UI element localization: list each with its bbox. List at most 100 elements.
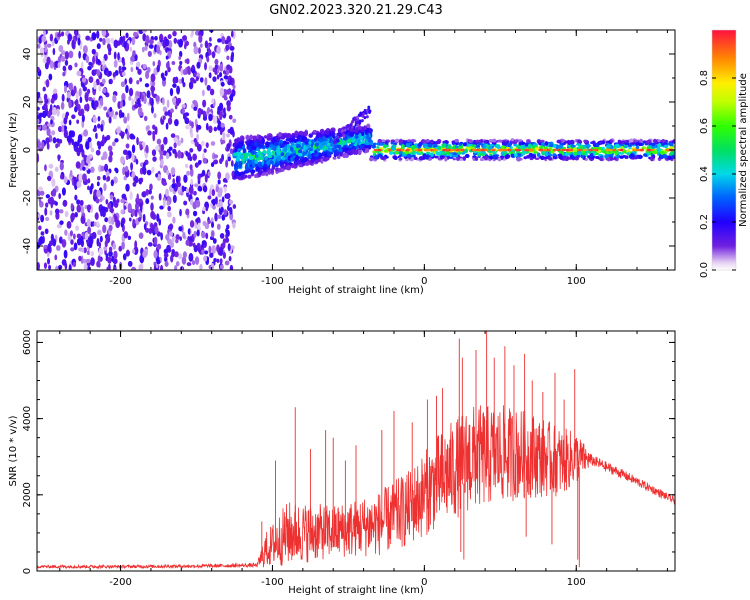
spectrogram-cell: [132, 181, 137, 187]
spectrogram-cell: [638, 155, 643, 159]
spectrogram-cell: [40, 231, 45, 236]
spectrogram-cell: [355, 127, 359, 133]
spectrogram-cell: [217, 171, 222, 180]
spectrogram-cell: [42, 124, 47, 131]
spectrogram-cell: [76, 233, 82, 239]
spectrogram-cell: [183, 200, 188, 206]
spectrogram-cell: [537, 141, 541, 144]
spectrogram-cell: [86, 218, 91, 227]
spectrogram-cell: [67, 33, 73, 42]
spectrogram-cell: [208, 245, 212, 254]
spectrogram-cell: [579, 145, 583, 150]
spectrogram-cell: [112, 141, 116, 147]
spectrogram-cell: [619, 143, 625, 148]
spectrogram-cell: [97, 123, 101, 129]
spectrogram-cell: [113, 213, 117, 220]
spectrogram-cell: [202, 110, 207, 119]
colorbar-label: Normalized spectral amplitude: [738, 73, 749, 227]
spectrogram-cell: [205, 122, 209, 131]
spectrogram-cell: [110, 206, 114, 214]
spectrogram-cell: [127, 202, 132, 212]
spectrogram-cell: [228, 114, 233, 120]
spectrogram-cell: [369, 141, 373, 145]
spectrogram-cell: [351, 148, 356, 155]
spectrogram-cell: [132, 218, 136, 226]
spectrogram-cell: [354, 149, 359, 155]
spectrogram-cell: [670, 151, 674, 156]
spectrogram-cell: [74, 194, 78, 201]
spectrogram-cell: [357, 149, 362, 156]
spectrogram-cell: [330, 142, 334, 147]
spectrogram-cell: [100, 165, 105, 172]
spectrogram-cell: [278, 131, 282, 137]
spectrogram-cell: [389, 151, 394, 155]
spectrogram-cell: [88, 61, 93, 66]
spectrogram-cell: [128, 77, 133, 85]
spectrogram-cell: [100, 124, 104, 132]
spectrogram-cell: [44, 228, 49, 235]
spectrogram-cell: [145, 35, 150, 45]
spectrogram-cell: [232, 221, 236, 229]
spectrogram-cell: [531, 144, 536, 148]
spectrogram-cell: [181, 77, 185, 84]
spectrogram-cell: [120, 156, 125, 164]
spectrogram-cell: [145, 144, 149, 154]
spectrogram-cell: [130, 66, 134, 73]
spectrogram-cell: [472, 148, 477, 152]
spectrogram-cell: [83, 263, 88, 270]
spectrogram-cell: [79, 205, 85, 214]
spectrogram-cell: [199, 77, 204, 83]
spectrogram-cell: [489, 156, 493, 160]
spectrogram-cell: [433, 148, 438, 152]
spectrogram-cell: [195, 199, 201, 208]
spectrogram-cell: [46, 43, 52, 48]
spectrogram-cell: [252, 135, 257, 140]
spectrogram-cell: [226, 104, 231, 112]
spectrogram-cell: [296, 159, 301, 166]
spectrogram-cell: [168, 223, 174, 230]
spectrogram-cell: [183, 174, 188, 183]
spectrogram-cell: [57, 126, 63, 133]
spectrogram-cell: [262, 149, 267, 155]
spectrogram-cell: [410, 151, 416, 156]
spectrogram-cell: [552, 156, 557, 159]
spectrogram-cell: [66, 220, 72, 229]
spectrogram-cell: [220, 81, 225, 87]
spectrogram-cell: [546, 148, 551, 152]
spectrogram-cell: [138, 264, 143, 270]
spectrogram-cell: [198, 47, 201, 55]
spectrogram-cell: [406, 153, 412, 158]
spectrogram-cell: [189, 148, 194, 153]
spectrogram-cell: [343, 128, 347, 132]
spectrogram-cell: [166, 169, 170, 176]
spectrogram-cell: [104, 217, 109, 223]
spectrogram-cell: [248, 160, 253, 165]
snr-ytick-label: 0: [22, 568, 33, 574]
spectrogram-cell: [212, 204, 216, 210]
spectrogram-cell: [205, 232, 209, 240]
spectrogram-cell: [401, 154, 408, 157]
snr-xlabel: Height of straight line (km): [288, 585, 424, 596]
spectrogram-cell: [97, 115, 101, 122]
spectrogram-cell: [37, 153, 40, 163]
spectrogram-cell: [137, 97, 141, 106]
spectrogram-cell: [521, 141, 526, 145]
spectrogram-cell: [595, 155, 599, 159]
spectrogram-cell: [174, 251, 179, 258]
colorbar: 0.0 0.2 0.4 0.6 0.8 Normalized spectral ampl…: [699, 29, 749, 278]
spectrogram-ytick-label: 0: [22, 147, 33, 153]
spectrogram-cell: [66, 135, 72, 143]
spectrogram-cell: [210, 230, 215, 238]
spectrogram-cell: [138, 232, 144, 240]
spectrogram-cell: [179, 208, 182, 217]
spectrogram-cell: [202, 116, 208, 121]
spectrogram-cell: [208, 125, 213, 133]
spectrogram-cell: [281, 156, 286, 161]
spectrogram-cell: [60, 56, 66, 62]
spectrogram-cell: [312, 129, 317, 134]
spectrogram-cell: [113, 266, 117, 270]
spectrogram-cell: [446, 151, 450, 156]
spectrogram-cell: [459, 141, 464, 145]
spectrogram-cell: [264, 155, 268, 161]
spectrogram-cell: [653, 139, 658, 144]
